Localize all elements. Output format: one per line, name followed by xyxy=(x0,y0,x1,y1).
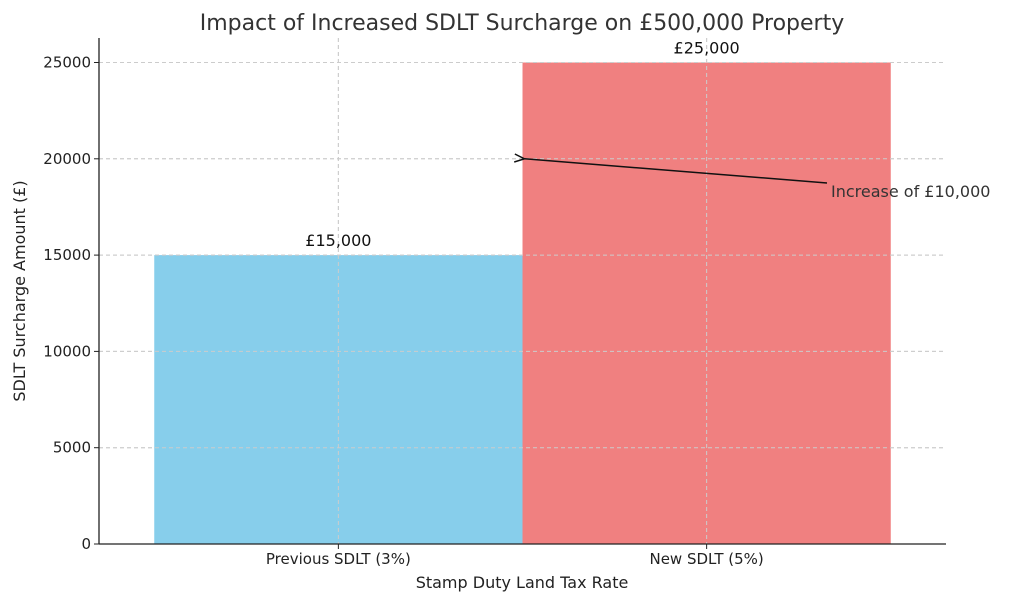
y-tick-label: 5000 xyxy=(53,439,91,457)
annotation-text: Increase of £10,000 xyxy=(831,182,990,201)
y-tick-label: 10000 xyxy=(43,342,91,360)
bar-value-label: £15,000 xyxy=(305,231,371,250)
y-tick-label: 20000 xyxy=(43,150,91,168)
y-tick-label: 0 xyxy=(81,535,91,553)
x-tick-label: Previous SDLT (3%) xyxy=(266,550,411,568)
annotation: Increase of £10,000 xyxy=(525,159,990,201)
chart-title: Impact of Increased SDLT Surcharge on £5… xyxy=(200,11,845,36)
x-axis-label: Stamp Duty Land Tax Rate xyxy=(416,573,629,592)
bar-value-label: £25,000 xyxy=(674,39,740,58)
axes: 0 5000 10000 15000 20000 25000 Previous SDLT (… xyxy=(43,38,946,568)
y-axis-label: SDLT Surcharge Amount (£) xyxy=(10,180,29,401)
bar-2 xyxy=(522,62,891,544)
bars xyxy=(154,62,891,544)
data-labels: £15,000 £25,000 xyxy=(305,39,739,251)
x-tick-label: New SDLT (5%) xyxy=(649,550,763,568)
annotation-arrow xyxy=(525,159,828,184)
gridlines xyxy=(99,38,946,544)
y-tick-label: 15000 xyxy=(43,246,91,264)
y-tick-label: 25000 xyxy=(43,54,91,72)
